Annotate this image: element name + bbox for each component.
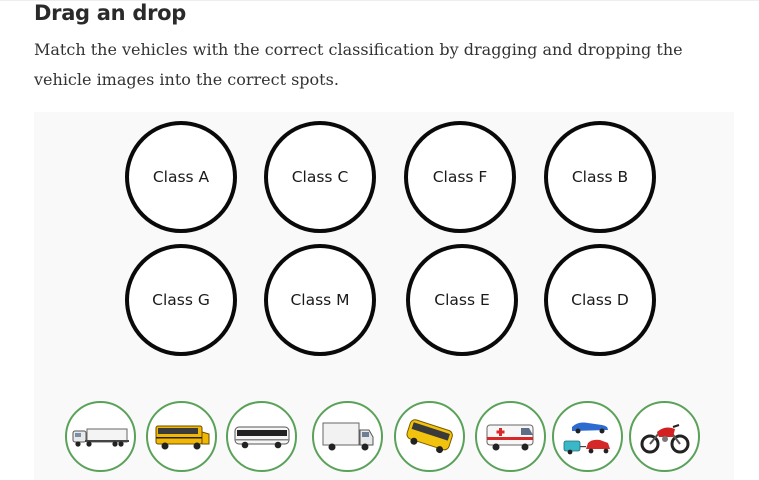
draggable-vehicle-school-bus[interactable] <box>146 401 217 472</box>
motorcycle-icon <box>640 423 689 453</box>
drop-zone-label: Class D <box>571 291 629 309</box>
drop-zone-label: Class F <box>432 168 488 186</box>
box-truck-icon <box>322 422 373 450</box>
ambulance-icon <box>486 424 533 450</box>
vehicle-tray <box>34 399 734 474</box>
draggable-vehicle-semi-truck[interactable] <box>65 401 136 472</box>
top-divider <box>0 0 759 1</box>
draggable-vehicle-coach-bus[interactable] <box>226 401 297 472</box>
drop-zone-label: Class M <box>290 291 350 309</box>
car-with-trailer-icon <box>563 422 610 454</box>
drop-zone-class-d[interactable]: Class D <box>544 244 656 356</box>
draggable-vehicle-motorcycle[interactable] <box>629 401 700 472</box>
drop-zone-label: Class C <box>291 168 349 186</box>
drop-zone-label: Class A <box>152 168 210 186</box>
drag-drop-panel: Class A Class C Class F Class B Class G … <box>34 112 734 480</box>
drop-zone-class-c[interactable]: Class C <box>264 121 376 233</box>
draggable-vehicle-box-truck[interactable] <box>312 401 383 472</box>
drop-zone-label: Class B <box>571 168 629 186</box>
drop-zone-class-b[interactable]: Class B <box>544 121 656 233</box>
drop-zone-class-f[interactable]: Class F <box>404 121 516 233</box>
instructions-text: Match the vehicles with the correct clas… <box>34 40 683 89</box>
draggable-vehicle-minibus[interactable] <box>394 401 465 472</box>
drop-zone-class-g[interactable]: Class G <box>125 244 237 356</box>
drop-zone-label: Class E <box>434 291 490 309</box>
drop-zone-class-m[interactable]: Class M <box>264 244 376 356</box>
drop-zone-grid: Class A Class C Class F Class B Class G … <box>34 112 734 362</box>
drop-zone-class-e[interactable]: Class E <box>406 244 518 356</box>
page-title: Drag an drop <box>34 1 186 25</box>
drop-zone-label: Class G <box>152 291 210 309</box>
draggable-vehicle-ambulance[interactable] <box>475 401 546 472</box>
minibus-icon <box>405 418 453 453</box>
coach-bus-icon <box>234 426 289 448</box>
drop-zone-class-a[interactable]: Class A <box>125 121 237 233</box>
semi-truck-icon <box>72 428 129 447</box>
school-bus-icon <box>155 425 209 449</box>
draggable-vehicle-car-with-trailer[interactable] <box>552 401 623 472</box>
